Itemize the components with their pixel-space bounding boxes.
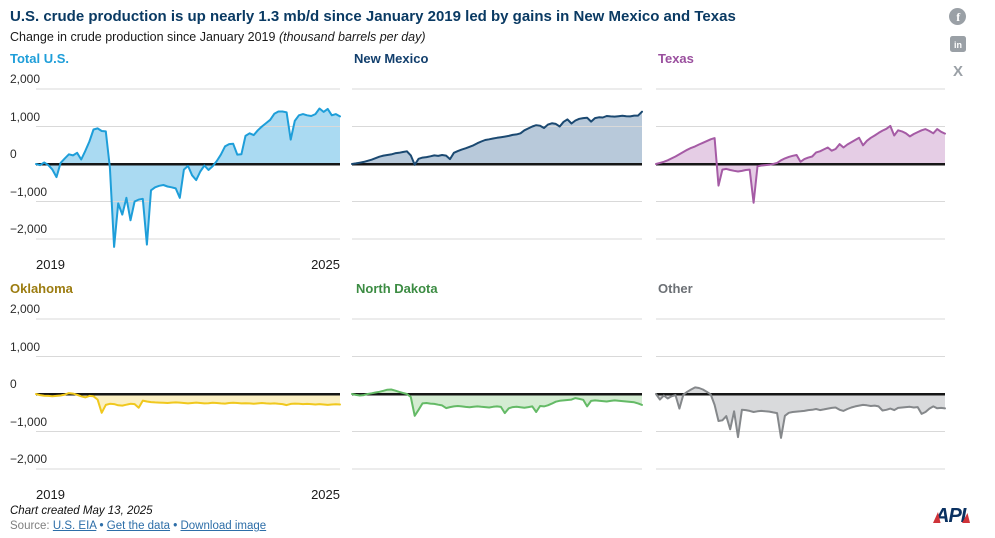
x-tick-label-start: 2019 (36, 487, 65, 502)
x-tick-label-start: 2019 (36, 257, 65, 272)
area-chart-other (655, 318, 946, 470)
linkedin-glyph: in (954, 40, 962, 50)
y-tick-label: 0 (10, 377, 17, 391)
chart-title-total-us: Total U.S. (10, 51, 69, 66)
api-logo-red-accent-right (962, 513, 970, 523)
area-chart-texas (655, 88, 946, 240)
x-share-icon[interactable]: X (950, 63, 966, 80)
facebook-glyph: f (956, 10, 961, 24)
source-line: Source: U.S. EIA • Get the data • Downlo… (10, 520, 266, 532)
trend-line (351, 388, 643, 417)
chart-created-note: Chart created May 13, 2025 (10, 505, 153, 517)
y-tick-label: 1,000 (10, 109, 41, 124)
separator-dot: • (99, 520, 104, 532)
area-fill (656, 387, 945, 438)
x-tick-label-end: 2025 (311, 257, 340, 272)
subtitle-unit: (thousand barrels per day) (278, 30, 426, 44)
api-logo-red-accent-left (933, 512, 941, 523)
separator-dot: • (173, 520, 178, 532)
chart-title-other: Other (658, 281, 693, 296)
y-tick-label: 2,000 (10, 302, 41, 316)
subtitle-text: Change in crude production since January… (10, 30, 279, 44)
download-image-link[interactable]: Download image (180, 520, 267, 532)
api-logo-text: API (934, 505, 967, 527)
source-label: Source: (10, 520, 50, 532)
area-chart-new-mexico (351, 88, 643, 240)
y-tick-label: 1,000 (10, 339, 41, 354)
trend-line (655, 124, 946, 204)
y-tick-label: −2,000 (10, 452, 48, 466)
page-title: U.S. crude production is up nearly 1.3 m… (10, 8, 736, 25)
share-toolbar: f in X (949, 8, 966, 80)
get-the-data-link[interactable]: Get the data (106, 520, 171, 532)
x-glyph: X (952, 63, 962, 79)
trend-line (655, 386, 946, 439)
area-fill (352, 389, 642, 416)
y-tick-label: 0 (10, 147, 17, 161)
x-axis-row1: 2019 2025 (36, 257, 340, 272)
y-tick-label: 2,000 (10, 72, 41, 86)
trend-line (35, 392, 341, 414)
y-tick-label: −1,000 (10, 414, 48, 429)
y-tick-label: −2,000 (10, 222, 48, 236)
x-tick-label-end: 2025 (311, 487, 340, 502)
area-fill (36, 108, 340, 247)
trend-line (351, 110, 643, 166)
api-logo: API (933, 501, 971, 529)
chart-title-texas: Texas (658, 51, 694, 66)
facebook-share-icon[interactable]: f (949, 8, 966, 25)
x-axis-row2: 2019 2025 (36, 487, 340, 502)
chart-title-new-mexico: New Mexico (354, 51, 429, 66)
chart-title-north-dakota: North Dakota (356, 281, 438, 296)
y-tick-label: −1,000 (10, 184, 48, 199)
source-link-eia[interactable]: U.S. EIA (52, 520, 97, 532)
area-chart-oklahoma (35, 318, 341, 470)
linkedin-share-icon[interactable]: in (949, 36, 966, 52)
chart-title-oklahoma: Oklahoma (10, 281, 73, 296)
chart-subtitle: Change in crude production since January… (10, 30, 426, 44)
trend-line (35, 107, 341, 248)
area-chart-north-dakota (351, 318, 643, 470)
area-chart-total-us (35, 88, 341, 248)
area-fill (656, 125, 945, 203)
